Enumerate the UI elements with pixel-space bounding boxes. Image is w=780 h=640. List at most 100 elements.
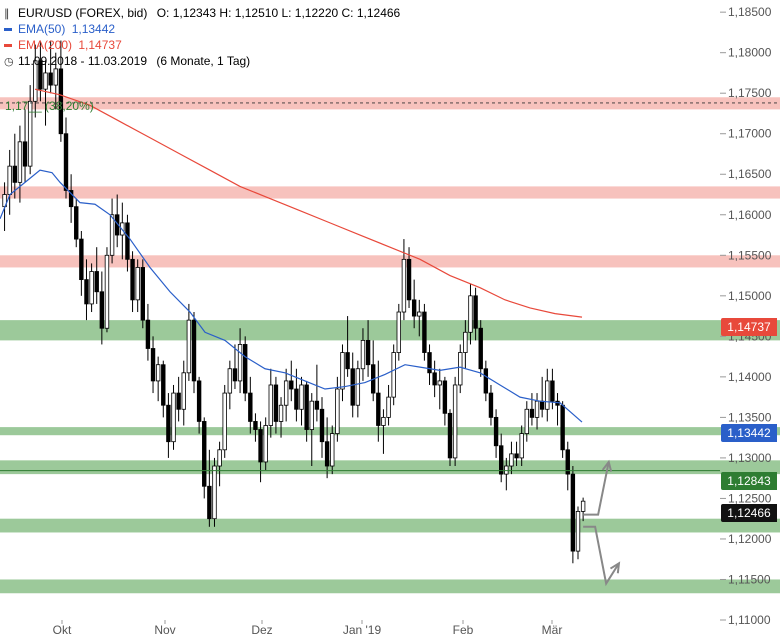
date-range: 11.09.2018 - 11.03.2019 <box>18 54 147 68</box>
ema50-line <box>0 169 583 423</box>
candle-body <box>74 206 79 240</box>
y-tick-label: 1,11500 <box>728 572 771 586</box>
candle-body <box>432 372 437 386</box>
candle-body <box>253 421 258 430</box>
candle-body <box>340 352 345 390</box>
candle-body <box>575 510 581 552</box>
candle-body <box>570 473 576 552</box>
candle-body <box>550 380 555 402</box>
y-tick-label: 1,13500 <box>728 410 772 424</box>
ema50-price-box: 1,13442 <box>721 424 777 442</box>
candle-body <box>580 500 586 512</box>
candle-body <box>458 352 463 386</box>
ema200-swatch <box>4 44 12 48</box>
candle-body <box>524 408 529 434</box>
y-tick-label: 1,12500 <box>728 491 772 505</box>
candle-body <box>529 408 535 418</box>
candle-body <box>258 429 263 463</box>
fibonacci-label: 1,17__ (38,20%) <box>5 99 94 113</box>
zone-green-6 <box>0 518 780 533</box>
candle-body <box>376 392 381 426</box>
x-axis: Okt Nov Dez Jan '19 Feb Mär <box>53 620 563 637</box>
candle-body <box>355 368 361 406</box>
candle-body <box>519 433 524 459</box>
candle-body <box>58 68 64 135</box>
candle-body <box>145 319 151 349</box>
x-tick-label: Okt <box>53 623 72 637</box>
ema50-label: EMA(50) <box>18 22 66 36</box>
candle-body <box>84 279 89 305</box>
candle-body <box>309 400 314 430</box>
zone-red-2 <box>0 255 780 268</box>
legend-ema50: EMA(50) 1,13442 <box>4 21 115 37</box>
candle-body <box>33 60 38 102</box>
y-tick-label: 1,18500 <box>728 5 772 19</box>
candle-body <box>48 72 53 86</box>
candle-body <box>335 388 340 434</box>
instrument-title: EUR/USD (FOREX, bid) <box>18 6 148 20</box>
candle-body <box>63 133 69 191</box>
candle-body <box>68 190 74 208</box>
x-tick-label: Dez <box>251 623 272 637</box>
last-price-box: 1,12466 <box>721 504 777 522</box>
down-arrow-head <box>609 561 621 574</box>
candle-body <box>304 384 309 430</box>
ema200-line <box>34 88 583 318</box>
candle-body <box>386 396 391 418</box>
candle-body <box>171 392 176 443</box>
candle-body <box>289 380 294 390</box>
candle-body <box>191 319 197 382</box>
candle-body <box>130 258 135 301</box>
candlestick-icon: ∥ <box>4 8 10 20</box>
candle-body <box>437 380 442 386</box>
candle-body <box>299 384 304 410</box>
candle-body <box>22 141 28 167</box>
candle-body <box>99 291 105 329</box>
y-tick-label: 1,11000 <box>728 613 771 627</box>
candle-body <box>242 344 248 394</box>
candle-body <box>196 380 202 422</box>
candle-body <box>539 400 545 410</box>
candle-body <box>565 449 570 475</box>
ema50-value: 1,13442 <box>71 22 116 36</box>
candle-body <box>186 319 192 374</box>
candle-body <box>17 141 23 183</box>
y-tick-label: 1,15000 <box>728 289 772 303</box>
clock-icon: ◷ <box>4 56 14 68</box>
candle-body <box>365 339 371 366</box>
zone-green-3 <box>0 320 780 341</box>
candle-body <box>504 465 509 475</box>
x-tick-label: Jan '19 <box>343 623 382 637</box>
candle-body <box>330 433 335 467</box>
candle-body <box>176 392 181 410</box>
candle-body <box>427 352 432 374</box>
zone-green-4 <box>0 427 780 436</box>
x-tick-label: Mär <box>542 623 563 637</box>
candle-body <box>94 271 99 293</box>
candle-body <box>514 453 519 459</box>
candle-body <box>411 299 417 317</box>
ohlc-readout: O: 1,12343 H: 1,12510 L: 1,12220 C: 1,12… <box>156 6 401 20</box>
candle-body <box>396 311 401 353</box>
candle-body <box>43 72 48 90</box>
ema200-label: EMA(200) <box>18 38 73 52</box>
zone-red-0 <box>0 97 780 110</box>
candle-body <box>202 421 207 487</box>
candle-body <box>212 465 217 520</box>
candle-body <box>227 368 233 394</box>
candle-body <box>294 388 299 410</box>
candle-body <box>452 384 458 459</box>
y-tick-label: 1,17500 <box>728 86 772 100</box>
candle-body <box>207 485 212 520</box>
candle-body <box>468 295 473 333</box>
candle-body <box>232 368 238 382</box>
candles <box>2 40 586 564</box>
candle-body <box>278 404 284 422</box>
y-tick-label: 1,16500 <box>728 167 772 181</box>
ema200-value: 1,14737 <box>78 38 122 52</box>
candle-body <box>534 400 540 418</box>
zone-red-1 <box>0 186 780 199</box>
candle-body <box>488 392 494 418</box>
candle-body <box>150 348 156 382</box>
